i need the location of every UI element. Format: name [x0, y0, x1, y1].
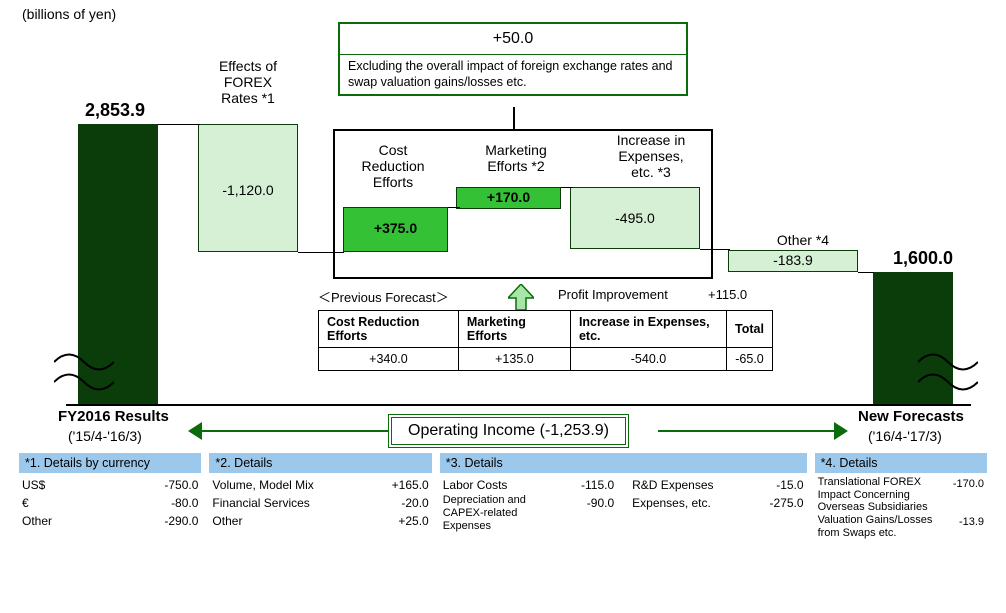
- pf-val-0: +340.0: [319, 348, 459, 371]
- right-axis-period: ('16/4-'17/3): [868, 428, 942, 444]
- d2-r2-l: Other: [212, 512, 242, 530]
- d1-r0-l: US$: [22, 476, 45, 494]
- d2-r1-l: Financial Services: [212, 494, 309, 512]
- pf-col-3: Total: [727, 311, 773, 348]
- summary-value: +50.0: [340, 24, 686, 55]
- summary-callout: +50.0 Excluding the overall impact of fo…: [338, 22, 688, 96]
- marketing-value: +170.0: [456, 189, 561, 205]
- cost-reduction-value: +375.0: [343, 220, 448, 236]
- step-line: [448, 207, 460, 208]
- expenses-value: -495.0: [570, 210, 700, 226]
- forex-value: -1,120.0: [198, 182, 298, 198]
- pf-col-2: Increase in Expenses, etc.: [570, 311, 726, 348]
- details-3: *3. Details Labor Costs -115.0 Depreciati…: [439, 452, 808, 541]
- d1-r1-v: -80.0: [171, 494, 198, 512]
- details-1-head: *1. Details by currency: [18, 452, 202, 474]
- summary-text: Excluding the overall impact of foreign …: [340, 55, 686, 94]
- other-title: Other *4: [758, 232, 848, 248]
- step-line: [858, 272, 874, 273]
- d1-r0-v: -750.0: [164, 476, 198, 494]
- d2-r2-v: +25.0: [398, 512, 428, 530]
- d4-r0-l: Translational FOREX Impact Concerning Ov…: [818, 476, 938, 514]
- pf-col-1: Marketing Efforts: [458, 311, 570, 348]
- start-value: 2,853.9: [70, 100, 160, 121]
- profit-improvement-label: Profit Improvement: [558, 287, 668, 302]
- step-line: [158, 124, 200, 125]
- operating-income-label: Operating Income (-1,253.9): [388, 414, 629, 448]
- d3a-r1-l: Depreciation and CAPEX-related Expenses: [443, 494, 553, 534]
- axis-break-icon: [918, 342, 978, 402]
- d3a-r1-v: -90.0: [587, 494, 614, 534]
- d4-r1-v: -13.9: [959, 514, 984, 539]
- d3b-r1-v: -275.0: [770, 494, 804, 512]
- profit-improvement-value: +115.0: [708, 287, 747, 302]
- pf-val-1: +135.0: [458, 348, 570, 371]
- previous-forecast-label: ＜Previous Forecast＞: [318, 287, 449, 306]
- details-4: *4. Details Translational FOREX Impact C…: [814, 452, 988, 541]
- d2-r0-v: +165.0: [392, 476, 429, 494]
- cost-reduction-title: Cost Reduction Efforts: [343, 142, 443, 190]
- left-axis-period: ('15/4-'16/3): [68, 428, 142, 444]
- details-2-head: *2. Details: [208, 452, 432, 474]
- d2-r0-l: Volume, Model Mix: [212, 476, 313, 494]
- details-2: *2. Details Volume, Model Mix +165.0 Fina…: [208, 452, 432, 541]
- expenses-title: Increase in Expenses, etc. *3: [596, 132, 706, 180]
- marketing-title: Marketing Efforts *2: [466, 142, 566, 174]
- step-line: [298, 252, 344, 253]
- d3b-r0-v: -15.0: [776, 476, 803, 494]
- baseline: [66, 404, 971, 406]
- d3a-r0-l: Labor Costs: [443, 476, 508, 494]
- callout-connector: [513, 107, 515, 129]
- details-4-head: *4. Details: [814, 452, 988, 474]
- end-value: 1,600.0: [873, 248, 973, 269]
- details-3-head: *3. Details: [439, 452, 808, 474]
- d1-r2-v: -290.0: [164, 512, 198, 530]
- d3b-r1-l: Expenses, etc.: [632, 494, 711, 512]
- waterfall-chart: 2,853.9 Effects of FOREX Rates *1 -1,120…: [18, 12, 988, 422]
- d1-r1-l: €: [22, 494, 29, 512]
- step-line: [700, 249, 730, 250]
- previous-forecast-table: Cost Reduction Efforts Marketing Efforts…: [318, 310, 773, 371]
- d4-r1-l: Valuation Gains/Losses from Swaps etc.: [818, 514, 938, 539]
- details-section: *1. Details by currency US$ -750.0 € -80.0…: [18, 452, 988, 541]
- other-value: -183.9: [728, 252, 858, 268]
- d3a-r0-v: -115.0: [581, 476, 614, 494]
- pf-col-0: Cost Reduction Efforts: [319, 311, 459, 348]
- operating-income-arrow: Operating Income (-1,253.9): [188, 412, 848, 448]
- step-line: [561, 187, 573, 188]
- d1-r2-l: Other: [22, 512, 52, 530]
- d4-r0-v: -170.0: [953, 476, 984, 514]
- details-1: *1. Details by currency US$ -750.0 € -80.0…: [18, 452, 202, 541]
- pf-val-3: -65.0: [727, 348, 773, 371]
- d2-r1-v: -20.0: [401, 494, 428, 512]
- axis-break-icon: [54, 342, 114, 402]
- forex-title: Effects of FOREX Rates *1: [193, 58, 303, 106]
- pf-val-2: -540.0: [570, 348, 726, 371]
- right-axis-title: New Forecasts: [858, 408, 964, 425]
- d3b-r0-l: R&D Expenses: [632, 476, 713, 494]
- left-axis-title: FY2016 Results: [58, 408, 169, 425]
